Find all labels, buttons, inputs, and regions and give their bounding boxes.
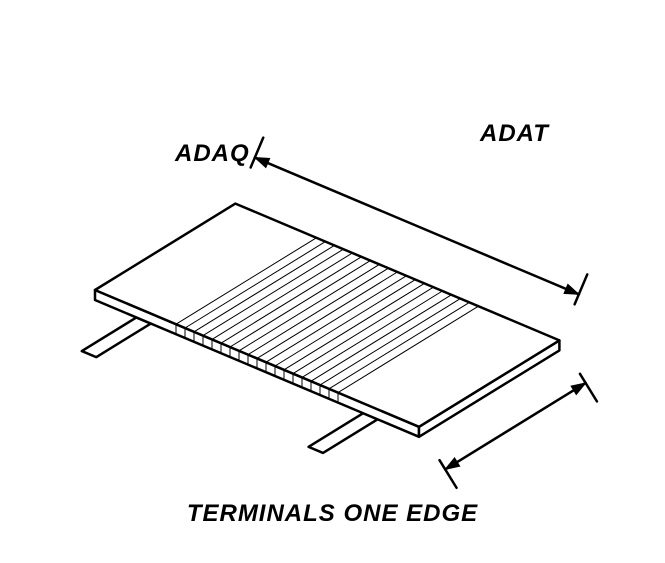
diagram-canvas: ADAQ ADAT TERMINALS ONE EDGE xyxy=(0,0,665,563)
isometric-drawing xyxy=(0,0,665,563)
diagram-caption: TERMINALS ONE EDGE xyxy=(0,500,665,528)
dimension-label-length: ADAQ xyxy=(175,140,250,168)
dimension-label-width: ADAT xyxy=(480,120,549,148)
